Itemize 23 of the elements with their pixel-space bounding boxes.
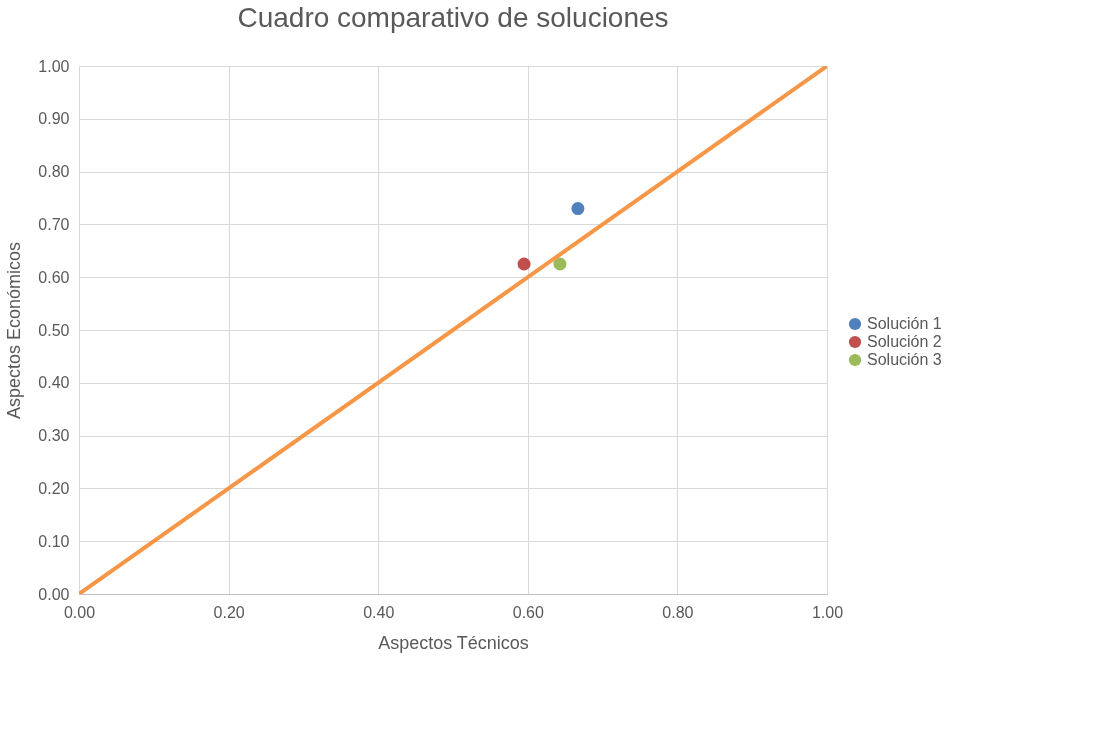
x-axis-title: Aspectos Técnicos (378, 632, 529, 653)
y-tick-label: 0.60 (38, 268, 70, 286)
legend-label: Solución 1 (867, 315, 942, 332)
x-tick-label: 1.00 (811, 603, 844, 621)
y-tick-label: 0.70 (38, 215, 70, 233)
legend-label: Solución 2 (867, 333, 942, 350)
y-tick-label: 0.30 (38, 427, 70, 445)
y-tick-label: 0.50 (38, 321, 70, 339)
x-tick-label: 0.20 (213, 603, 245, 621)
y-axis-title: Aspectos Económicos (4, 241, 25, 420)
x-tick-label: 0.40 (363, 603, 395, 621)
x-tick-label: 0.00 (63, 603, 96, 621)
y-tick-label: 0.40 (38, 374, 70, 392)
y-tick-label: 0.00 (38, 585, 70, 603)
x-tick-label: 0.80 (662, 603, 694, 621)
chart-title: Cuadro comparativo de soluciones (237, 2, 669, 33)
y-tick-label: 1.00 (38, 57, 70, 75)
y-tick-label: 0.80 (38, 163, 70, 181)
y-tick-label: 0.10 (38, 532, 70, 550)
y-tick-label: 0.90 (38, 110, 70, 128)
y-tick-label: 0.20 (38, 479, 70, 497)
legend-label: Solución 3 (867, 351, 942, 368)
x-tick-label: 0.60 (512, 603, 544, 621)
